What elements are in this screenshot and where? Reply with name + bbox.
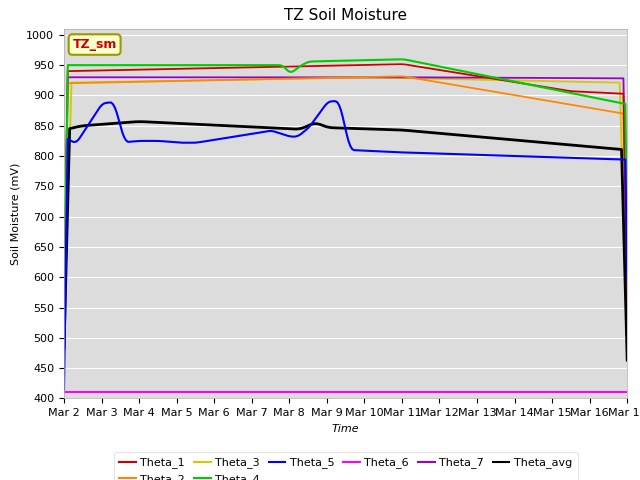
- Theta_4: [397, 57, 405, 62]
- Theta_6: [62, 389, 70, 395]
- Theta_avg: [396, 127, 403, 133]
- Theta_7: [64, 74, 72, 80]
- Title: TZ Soil Moisture: TZ Soil Moisture: [284, 9, 407, 24]
- Theta_avg: [60, 346, 68, 351]
- Theta_5: [573, 155, 580, 161]
- Theta_avg: [407, 128, 415, 133]
- Theta_1: [573, 89, 580, 95]
- Theta_5: [623, 277, 631, 283]
- Theta_avg: [397, 127, 405, 133]
- Theta_3: [573, 79, 580, 84]
- Theta_1: [396, 61, 403, 67]
- Theta_1: [60, 296, 68, 302]
- Theta_3: [396, 75, 403, 81]
- Theta_5: [407, 150, 415, 156]
- Theta_4: [62, 206, 70, 212]
- Text: TZ_sm: TZ_sm: [72, 38, 117, 51]
- Theta_2: [623, 322, 631, 327]
- Theta_3: [623, 328, 631, 334]
- Theta_4: [573, 91, 580, 97]
- Theta_1: [394, 61, 401, 67]
- Theta_avg: [623, 357, 631, 363]
- Theta_6: [623, 389, 631, 395]
- Theta_1: [623, 310, 631, 315]
- Theta_5: [397, 150, 405, 156]
- Theta_7: [397, 74, 405, 80]
- Theta_5: [60, 387, 68, 393]
- Theta_4: [394, 57, 401, 62]
- Theta_3: [60, 328, 68, 334]
- Theta_6: [396, 389, 403, 395]
- Theta_2: [537, 96, 545, 102]
- Theta_7: [62, 187, 70, 193]
- Theta_2: [60, 303, 68, 309]
- Theta_3: [397, 75, 405, 81]
- Theta_6: [394, 389, 401, 395]
- Theta_6: [571, 389, 579, 395]
- Theta_7: [537, 75, 545, 81]
- Theta_avg: [62, 272, 70, 278]
- Theta_7: [396, 74, 403, 80]
- Line: Theta_7: Theta_7: [64, 77, 627, 303]
- Theta_1: [407, 62, 415, 68]
- Theta_3: [62, 266, 70, 272]
- Theta_avg: [138, 119, 145, 125]
- Theta_2: [394, 73, 401, 79]
- Y-axis label: Soil Moisture (mV): Soil Moisture (mV): [11, 162, 20, 265]
- Theta_3: [364, 74, 371, 80]
- Theta_4: [60, 350, 68, 356]
- Theta_4: [407, 58, 415, 63]
- Theta_5: [332, 98, 339, 104]
- Theta_6: [535, 389, 543, 395]
- Theta_4: [537, 84, 545, 90]
- X-axis label: Time: Time: [332, 424, 360, 433]
- Theta_7: [60, 300, 68, 306]
- Theta_1: [62, 182, 70, 188]
- Theta_7: [573, 75, 580, 81]
- Theta_5: [537, 154, 545, 160]
- Theta_5: [62, 262, 70, 267]
- Theta_2: [396, 73, 403, 79]
- Line: Theta_3: Theta_3: [64, 77, 627, 331]
- Theta_2: [397, 73, 405, 79]
- Theta_7: [407, 74, 415, 80]
- Theta_5: [396, 149, 403, 155]
- Line: Theta_4: Theta_4: [64, 60, 627, 353]
- Theta_3: [537, 78, 545, 84]
- Theta_4: [623, 235, 631, 241]
- Theta_6: [405, 389, 413, 395]
- Theta_2: [62, 192, 70, 198]
- Line: Theta_2: Theta_2: [64, 76, 627, 324]
- Theta_avg: [573, 143, 580, 148]
- Theta_1: [397, 61, 405, 67]
- Theta_4: [396, 57, 403, 62]
- Line: Theta_avg: Theta_avg: [64, 122, 627, 360]
- Theta_2: [407, 75, 415, 81]
- Legend: Theta_1, Theta_2, Theta_3, Theta_4, Theta_5, Theta_6, Theta_7, Theta_avg: Theta_1, Theta_2, Theta_3, Theta_4, Thet…: [114, 452, 577, 480]
- Line: Theta_5: Theta_5: [64, 101, 627, 390]
- Theta_3: [407, 75, 415, 81]
- Theta_6: [60, 389, 68, 395]
- Theta_1: [537, 84, 545, 89]
- Theta_2: [573, 103, 580, 108]
- Line: Theta_1: Theta_1: [64, 64, 627, 312]
- Theta_7: [623, 300, 631, 306]
- Theta_avg: [537, 139, 545, 145]
